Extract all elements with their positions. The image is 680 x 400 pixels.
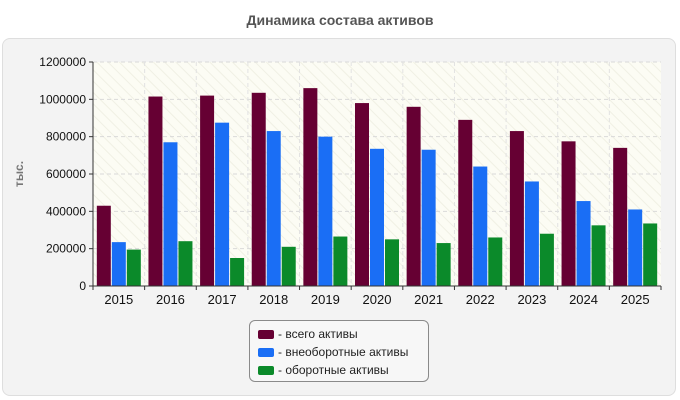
x-tick-label: 2020	[363, 292, 392, 307]
legend-label-current: - оборотные активы	[278, 363, 389, 377]
bar-current	[488, 237, 503, 286]
bar-total	[251, 92, 266, 286]
bar-noncurrent	[576, 201, 591, 286]
legend-swatch-noncurrent	[258, 347, 274, 357]
bar-total	[148, 96, 163, 287]
bar-current	[333, 236, 348, 286]
y-tick-label: 1000000	[39, 92, 86, 106]
y-tick-label: 800000	[46, 130, 86, 144]
bar-total	[458, 119, 473, 286]
y-tick-label: 200000	[46, 242, 86, 256]
bar-noncurrent	[266, 131, 281, 286]
bar-total	[406, 106, 421, 286]
x-tick-label: 2019	[311, 292, 340, 307]
y-tick-label: 1200000	[39, 55, 86, 69]
x-tick-label: 2018	[259, 292, 288, 307]
bar-noncurrent	[111, 242, 126, 286]
bar-noncurrent	[524, 181, 539, 286]
x-tick-label: 2021	[414, 292, 443, 307]
x-tick-label: 2025	[621, 292, 650, 307]
x-tick-label: 2016	[156, 292, 185, 307]
bar-total	[355, 103, 369, 286]
y-axis-label: тыс.	[12, 161, 26, 187]
x-tick-label: 2023	[517, 292, 546, 307]
legend-item-current: - оборотные активы	[258, 361, 420, 379]
bar-total	[561, 141, 576, 286]
bar-total	[613, 147, 628, 286]
x-tick-label: 2017	[208, 292, 237, 307]
bar-noncurrent	[628, 209, 643, 286]
x-tick-label: 2015	[104, 292, 133, 307]
bar-total	[303, 88, 318, 286]
bar-noncurrent	[215, 122, 230, 287]
bar-current	[281, 246, 296, 286]
bar-total	[509, 131, 524, 286]
bar-current	[385, 239, 399, 286]
bar-total	[96, 205, 111, 286]
bar-total	[200, 95, 215, 286]
bar-current	[230, 258, 245, 286]
legend: - всего активы - внеоборотные активы - о…	[249, 320, 429, 382]
legend-item-total: - всего активы	[258, 325, 420, 343]
bar-current	[591, 225, 606, 286]
legend-item-noncurrent: - внеоборотные активы	[258, 343, 420, 361]
bar-noncurrent	[473, 166, 488, 286]
bar-current	[436, 243, 451, 286]
y-tick-label: 600000	[46, 167, 86, 181]
x-tick-label: 2022	[466, 292, 495, 307]
bar-current	[539, 233, 554, 286]
chart-title: Динамика состава активов	[246, 12, 434, 28]
bar-current	[178, 241, 193, 286]
bar-current	[643, 223, 658, 286]
legend-swatch-total	[258, 329, 274, 339]
x-tick-label: 2024	[569, 292, 598, 307]
bar-noncurrent	[370, 148, 384, 286]
y-tick-label: 0	[79, 279, 86, 293]
y-tick-label: 400000	[46, 204, 86, 218]
legend-label-noncurrent: - внеоборотные активы	[278, 345, 409, 359]
legend-swatch-current	[258, 365, 274, 375]
bar-noncurrent	[163, 142, 178, 286]
bar-noncurrent	[421, 149, 436, 286]
bar-current	[126, 249, 141, 286]
bar-noncurrent	[318, 136, 333, 286]
legend-label-total: - всего активы	[278, 327, 358, 341]
